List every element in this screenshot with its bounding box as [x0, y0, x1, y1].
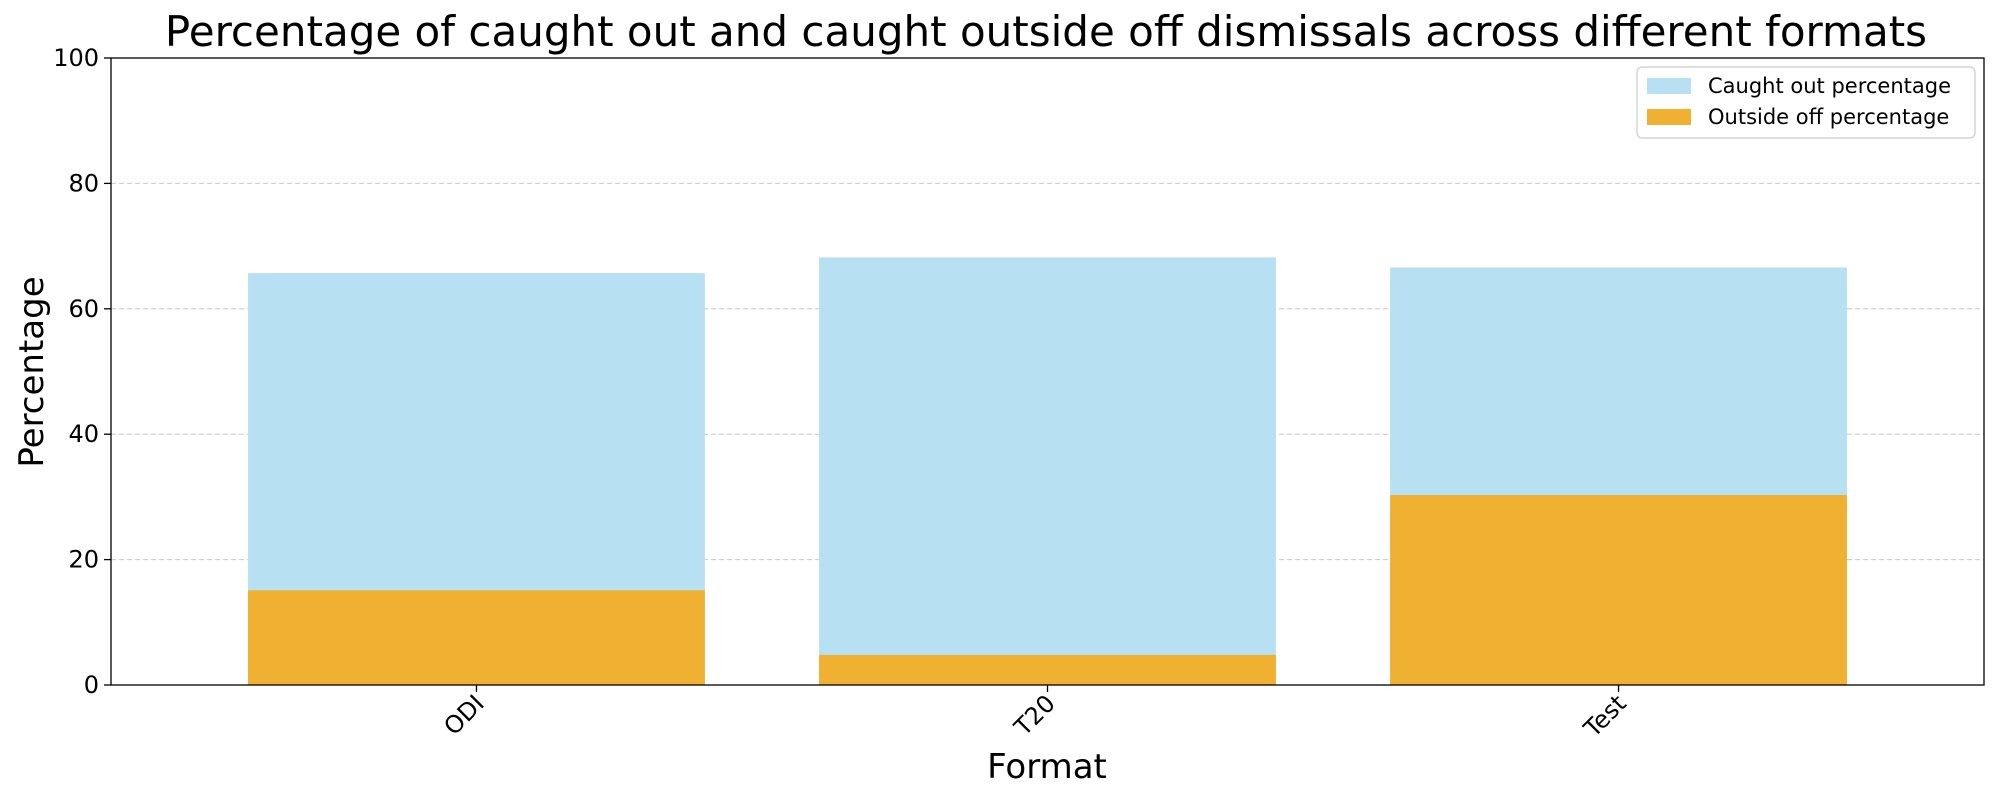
x-tick-label: Test: [1578, 689, 1632, 743]
bar-outside-off-odi: [248, 590, 705, 685]
legend-label-caught-out: Caught out percentage: [1708, 74, 1951, 98]
bar-outside-off-test: [1390, 495, 1847, 685]
x-tick-label: T20: [1008, 689, 1060, 741]
y-tick-label: 0: [84, 671, 99, 699]
legend-box: [1636, 66, 1976, 139]
x-tick-label: ODI: [438, 689, 489, 740]
bar-caught-out-t20: [819, 257, 1276, 685]
y-axis-label: Percentage: [12, 276, 52, 467]
bars: [248, 257, 1847, 685]
legend: Caught out percentage Outside off percen…: [1636, 66, 1976, 139]
legend-label-outside-off: Outside off percentage: [1708, 105, 1949, 129]
legend-swatch-outside-off: [1647, 109, 1691, 125]
y-tick-label: 100: [53, 44, 99, 72]
y-tick-label: 40: [68, 420, 99, 448]
legend-swatch-caught-out: [1647, 78, 1691, 94]
y-tick-label: 20: [68, 546, 99, 574]
x-axis-ticks: ODI T20 Test: [438, 685, 1632, 743]
y-axis-ticks: 0 20 40 60 80 100: [53, 44, 111, 699]
y-tick-label: 80: [68, 169, 99, 197]
y-tick-label: 60: [68, 295, 99, 323]
x-axis-label: Format: [987, 747, 1107, 787]
chart-title: Percentage of caught out and caught outs…: [165, 7, 1927, 56]
bar-outside-off-t20: [819, 654, 1276, 685]
